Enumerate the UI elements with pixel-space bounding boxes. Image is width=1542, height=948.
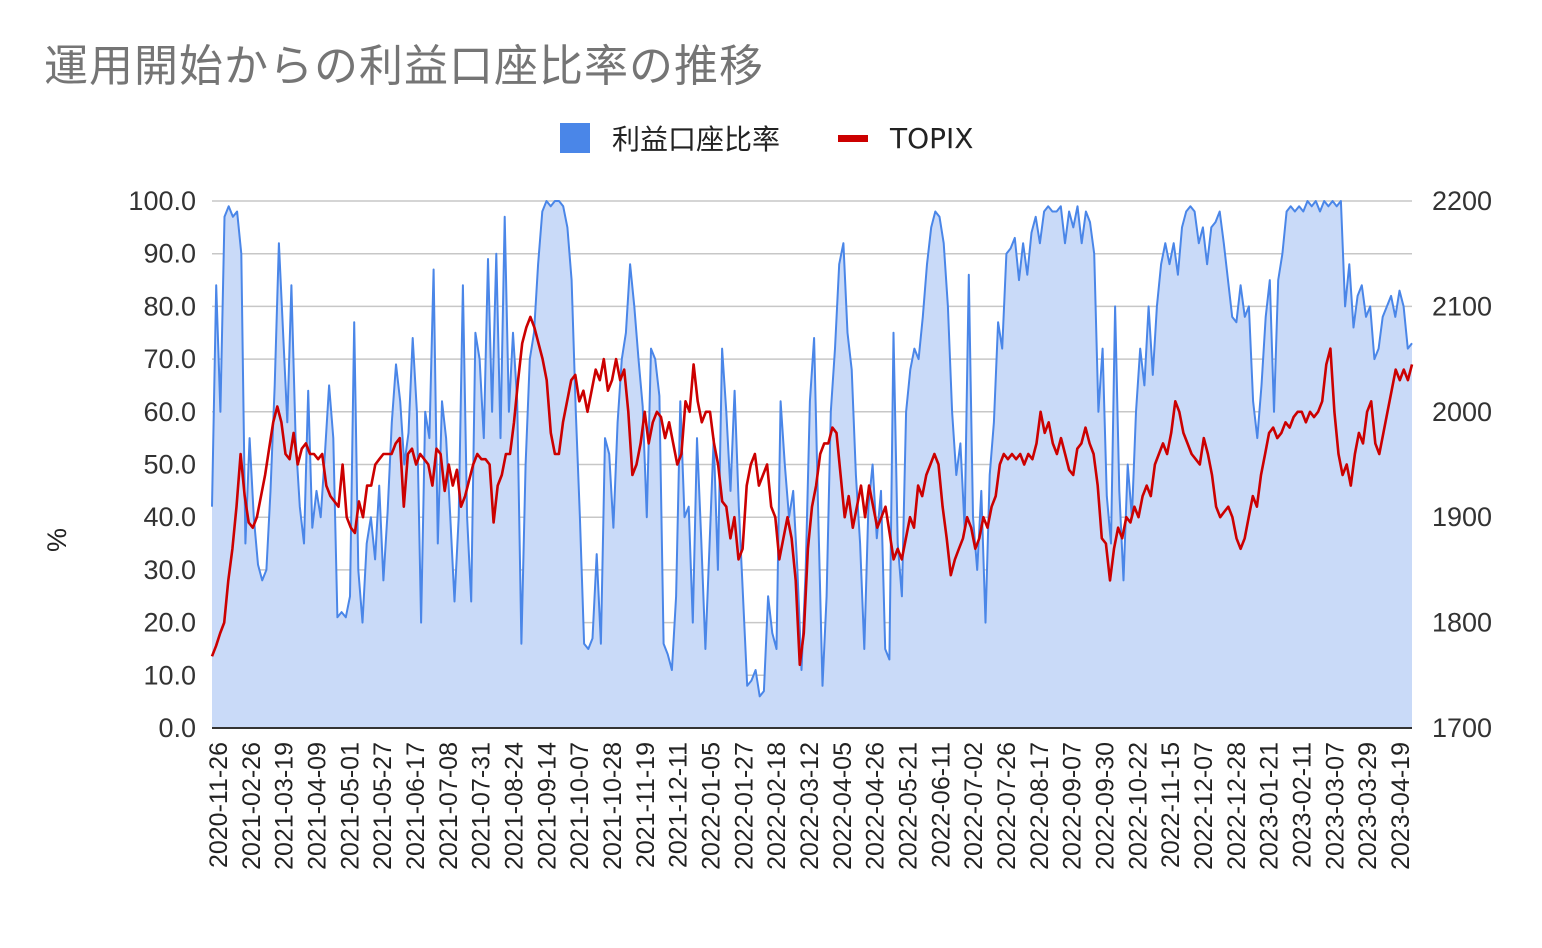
- legend-swatch-line: [838, 134, 868, 142]
- x-tick-label: 2022-06-11: [927, 742, 955, 868]
- x-tick-label: 2021-02-26: [238, 742, 266, 870]
- y-tick-label: 20.0: [143, 608, 196, 638]
- y2-tick-label: 2200: [1432, 186, 1492, 216]
- legend-swatch-area: [560, 123, 590, 153]
- y-tick-label: 40.0: [143, 502, 196, 532]
- area-series-line: [211, 200, 1413, 698]
- y-tick-label: 70.0: [143, 344, 196, 374]
- x-tick-label: 2021-06-17: [402, 742, 430, 870]
- x-tick-label: 2022-04-05: [829, 742, 857, 870]
- legend: 利益口座比率 TOPIX: [0, 116, 1542, 160]
- topix-line: [210, 315, 1414, 667]
- x-tick-label: 2022-09-30: [1092, 742, 1120, 870]
- x-tick-label: 2022-07-26: [993, 742, 1021, 870]
- chart-title: 運用開始からの利益口座比率の推移: [44, 41, 764, 92]
- legend-label-profit-ratio: 利益口座比率: [612, 123, 781, 156]
- x-tick-label: 2021-07-08: [435, 742, 463, 870]
- x-tick-label: 2023-03-29: [1354, 742, 1382, 870]
- legend-item-profit-ratio[interactable]: 利益口座比率: [560, 116, 780, 160]
- x-tick-label: 2022-12-07: [1190, 742, 1218, 870]
- y2-tick-label: 1700: [1432, 713, 1492, 743]
- y-tick-label: 100.0: [128, 186, 196, 216]
- x-tick-label: 2023-04-19: [1387, 742, 1415, 870]
- x-tick-label: 2022-05-21: [895, 742, 923, 870]
- x-tick-label: 2021-11-19: [632, 742, 660, 868]
- x-tick-label: 2023-01-21: [1256, 742, 1284, 870]
- legend-label-topix: TOPIX: [890, 121, 974, 155]
- x-tick-label: 2022-07-02: [960, 742, 988, 870]
- x-tick-label: 2020-11-26: [205, 742, 233, 868]
- x-tick-label: 2022-11-15: [1157, 742, 1185, 868]
- x-tick-label: 2022-12-28: [1223, 742, 1251, 870]
- x-tick-label: 2022-08-17: [1026, 742, 1054, 870]
- x-tick-label: 2021-05-01: [336, 742, 364, 870]
- y-tick-label: 50.0: [143, 450, 196, 480]
- x-tick-label: 2022-09-07: [1059, 742, 1087, 870]
- y-axis-label: %: [42, 528, 72, 552]
- topix-series-line: [210, 315, 1414, 667]
- area-fill: [212, 201, 1412, 728]
- axes: 100.0 90.0 80.0 70.0 60.0 50.0 40.0 30.0 20.0 10.…: [128, 186, 1492, 870]
- y2-tick-label: 2000: [1432, 397, 1492, 427]
- x-tick-label: 2022-03-12: [796, 742, 824, 870]
- x-tick-label: 2022-10-22: [1124, 742, 1152, 870]
- x-tick-label: 2021-05-27: [369, 742, 397, 870]
- y2-tick-label: 1800: [1432, 608, 1492, 638]
- x-tick-label: 2021-09-14: [533, 742, 561, 870]
- x-tick-label: 2021-10-28: [599, 742, 627, 870]
- profit-ratio-area: [211, 200, 1413, 728]
- x-tick-label: 2021-12-11: [665, 742, 693, 868]
- legend-item-topix[interactable]: TOPIX: [838, 116, 973, 160]
- y2-tick-label: 1900: [1432, 502, 1492, 532]
- x-tick-label: 2021-04-09: [304, 742, 332, 870]
- y-tick-label: 90.0: [143, 239, 196, 269]
- x-tick-label: 2021-03-19: [271, 742, 299, 870]
- x-tick-label: 2021-10-07: [566, 742, 594, 870]
- x-tick-label: 2022-02-18: [763, 742, 791, 870]
- x-tick-label: 2023-03-07: [1321, 742, 1349, 870]
- y2-tick-label: 2100: [1432, 291, 1492, 321]
- x-tick-label: 2021-08-24: [501, 742, 529, 870]
- x-tick-label: 2023-02-11: [1289, 742, 1317, 868]
- y-tick-label: 0.0: [158, 713, 196, 743]
- y-tick-label: 10.0: [143, 660, 196, 690]
- y-tick-label: 30.0: [143, 555, 196, 585]
- y-tick-label: 80.0: [143, 291, 196, 321]
- y-tick-label: 60.0: [143, 397, 196, 427]
- x-tick-label: 2022-04-26: [862, 742, 890, 870]
- x-tick-label: 2021-07-31: [468, 742, 496, 870]
- x-tick-label: 2022-01-05: [698, 742, 726, 870]
- x-tick-label: 2022-01-27: [730, 742, 758, 870]
